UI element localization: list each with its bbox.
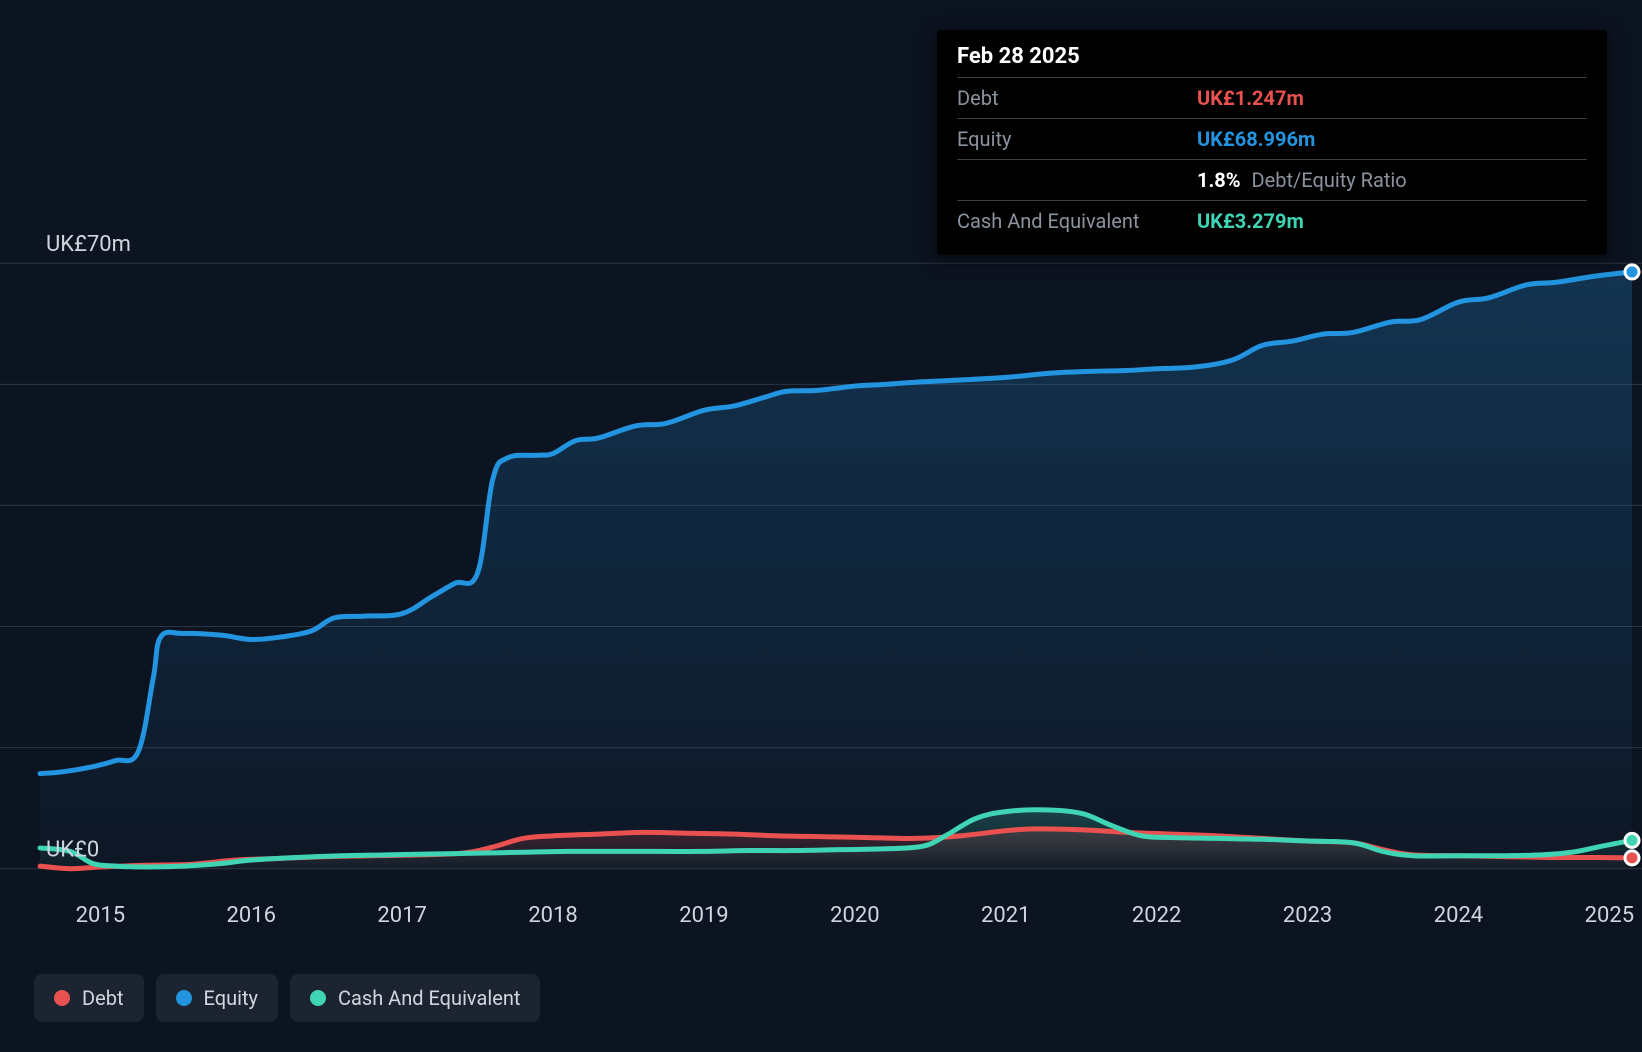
tooltip-value: UK£1.247m [1197, 84, 1304, 112]
svg-text:2017: 2017 [377, 903, 426, 928]
chart-legend: Debt Equity Cash And Equivalent [34, 974, 540, 1022]
legend-dot-icon [310, 990, 326, 1006]
tooltip-label: Debt [957, 84, 1197, 112]
tooltip-value: UK£68.996m [1197, 125, 1315, 153]
tooltip-row-ratio: 1.8% Debt/Equity Ratio [957, 159, 1587, 200]
svg-text:UK£70m: UK£70m [46, 232, 131, 257]
legend-dot-icon [54, 990, 70, 1006]
tooltip-value: UK£3.279m [1197, 207, 1304, 235]
tooltip-label: Equity [957, 125, 1197, 153]
tooltip-row-cash: Cash And Equivalent UK£3.279m [957, 200, 1587, 241]
svg-text:2024: 2024 [1434, 903, 1483, 928]
legend-item-debt[interactable]: Debt [34, 974, 144, 1022]
tooltip-ratio-label: Debt/Equity Ratio [1252, 168, 1407, 192]
legend-item-cash[interactable]: Cash And Equivalent [290, 974, 540, 1022]
svg-text:2023: 2023 [1283, 903, 1332, 928]
legend-label: Debt [82, 986, 124, 1010]
tooltip-label: Cash And Equivalent [957, 207, 1197, 235]
svg-text:2019: 2019 [679, 903, 728, 928]
svg-text:2025: 2025 [1585, 903, 1634, 928]
financial-chart-container: { "chart": { "type": "area", "background… [0, 0, 1642, 1052]
tooltip-ratio: 1.8% Debt/Equity Ratio [1197, 166, 1407, 194]
tooltip-label-empty [957, 166, 1197, 194]
svg-text:UK£0: UK£0 [46, 838, 99, 863]
tooltip-row-debt: Debt UK£1.247m [957, 77, 1587, 118]
svg-text:2015: 2015 [76, 903, 125, 928]
tooltip-ratio-pct: 1.8% [1197, 168, 1241, 192]
svg-text:2020: 2020 [830, 903, 879, 928]
chart-tooltip: Feb 28 2025 Debt UK£1.247m Equity UK£68.… [937, 30, 1607, 255]
legend-dot-icon [176, 990, 192, 1006]
svg-text:2016: 2016 [227, 903, 276, 928]
svg-text:2018: 2018 [528, 903, 577, 928]
legend-label: Equity [204, 986, 258, 1010]
tooltip-row-equity: Equity UK£68.996m [957, 118, 1587, 159]
legend-item-equity[interactable]: Equity [156, 974, 278, 1022]
svg-text:2021: 2021 [981, 903, 1030, 928]
legend-label: Cash And Equivalent [338, 986, 520, 1010]
svg-text:2022: 2022 [1132, 903, 1181, 928]
tooltip-date: Feb 28 2025 [957, 44, 1587, 77]
